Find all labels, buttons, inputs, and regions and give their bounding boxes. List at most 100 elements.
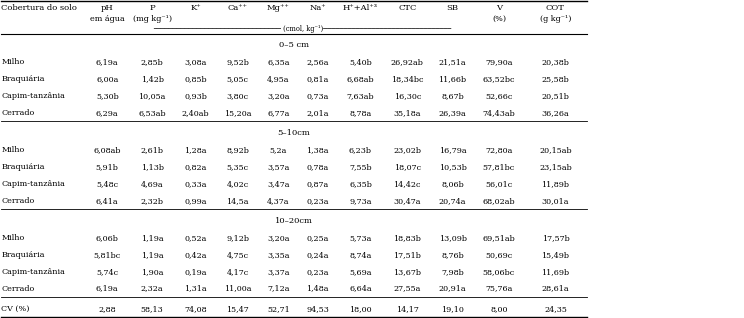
Text: 9,73a: 9,73a: [349, 197, 372, 205]
Text: 0,73a: 0,73a: [307, 92, 329, 100]
Text: V: V: [496, 4, 502, 12]
Text: 8,67b: 8,67b: [441, 92, 464, 100]
Text: 2,85b: 2,85b: [141, 58, 164, 66]
Text: 17,57b: 17,57b: [542, 234, 569, 242]
Text: 4,37a: 4,37a: [267, 197, 289, 205]
Text: 3,08a: 3,08a: [185, 58, 207, 66]
Text: 5,30b: 5,30b: [96, 92, 118, 100]
Text: 5,81bc: 5,81bc: [94, 251, 121, 259]
Text: 6,00a: 6,00a: [96, 75, 118, 83]
Text: 6,23b: 6,23b: [349, 146, 372, 154]
Text: (g kg⁻¹): (g kg⁻¹): [539, 15, 571, 23]
Text: 58,06bc: 58,06bc: [483, 268, 515, 276]
Text: 6,29a: 6,29a: [96, 109, 118, 117]
Text: 8,06b: 8,06b: [441, 180, 464, 188]
Text: Ca⁺⁺: Ca⁺⁺: [228, 4, 248, 12]
Text: 6,68ab: 6,68ab: [347, 75, 374, 83]
Text: Cobertura do solo: Cobertura do solo: [1, 4, 77, 12]
Text: 25,58b: 25,58b: [542, 75, 569, 83]
Text: 94,53: 94,53: [307, 305, 330, 313]
Text: 6,08ab: 6,08ab: [94, 146, 121, 154]
Text: 5,35c: 5,35c: [226, 163, 248, 171]
Text: 2,40ab: 2,40ab: [182, 109, 210, 117]
Text: 8,00: 8,00: [490, 305, 507, 313]
Text: Capim-tanzânia: Capim-tanzânia: [1, 92, 65, 100]
Text: 0,81a: 0,81a: [307, 75, 329, 83]
Text: COT: COT: [546, 4, 565, 12]
Text: K⁺: K⁺: [190, 4, 201, 12]
Text: 75,76a: 75,76a: [485, 285, 513, 293]
Text: 13,67b: 13,67b: [394, 268, 421, 276]
Text: em água: em água: [90, 15, 125, 23]
Text: 0,33a: 0,33a: [185, 180, 207, 188]
Text: Milho: Milho: [1, 234, 25, 242]
Text: Braquiária: Braquiária: [1, 163, 45, 171]
Text: 5,91b: 5,91b: [96, 163, 119, 171]
Text: 6,06b: 6,06b: [96, 234, 119, 242]
Text: 1,19a: 1,19a: [141, 234, 164, 242]
Text: 3,47a: 3,47a: [267, 180, 289, 188]
Text: 1,90a: 1,90a: [141, 268, 164, 276]
Text: 79,90a: 79,90a: [485, 58, 513, 66]
Text: 57,81bc: 57,81bc: [483, 163, 515, 171]
Text: 74,08: 74,08: [185, 305, 207, 313]
Text: 20,51b: 20,51b: [542, 92, 569, 100]
Text: 72,80a: 72,80a: [485, 146, 513, 154]
Text: 0,78a: 0,78a: [307, 163, 329, 171]
Text: (mg kg⁻¹): (mg kg⁻¹): [132, 15, 172, 23]
Text: 10,53b: 10,53b: [439, 163, 466, 171]
Text: 8,78a: 8,78a: [350, 109, 371, 117]
Text: 6,35a: 6,35a: [267, 58, 289, 66]
Text: 0,93b: 0,93b: [185, 92, 207, 100]
Text: 11,69b: 11,69b: [542, 268, 569, 276]
Text: 0,23a: 0,23a: [307, 197, 329, 205]
Text: 3,37a: 3,37a: [267, 268, 289, 276]
Text: P: P: [150, 4, 155, 12]
Text: H⁺+Al⁺³: H⁺+Al⁺³: [343, 4, 378, 12]
Text: 17,51b: 17,51b: [394, 251, 421, 259]
Text: 23,15ab: 23,15ab: [539, 163, 572, 171]
Text: Braquiária: Braquiária: [1, 75, 45, 83]
Text: 14,5a: 14,5a: [226, 197, 248, 205]
Text: 7,63ab: 7,63ab: [347, 92, 374, 100]
Text: 11,00a: 11,00a: [224, 285, 251, 293]
Text: pH: pH: [101, 4, 114, 12]
Text: 0,82a: 0,82a: [185, 163, 207, 171]
Text: 0,42a: 0,42a: [185, 251, 207, 259]
Text: 5,2a: 5,2a: [270, 146, 287, 154]
Text: 21,51a: 21,51a: [439, 58, 466, 66]
Text: CTC: CTC: [398, 4, 417, 12]
Text: 30,47a: 30,47a: [394, 197, 421, 205]
Text: 14,42c: 14,42c: [394, 180, 421, 188]
Text: 69,51ab: 69,51ab: [483, 234, 516, 242]
Text: 2,88: 2,88: [98, 305, 116, 313]
Text: 15,20a: 15,20a: [224, 109, 251, 117]
Text: 5,48c: 5,48c: [96, 180, 118, 188]
Text: 24,35: 24,35: [544, 305, 567, 313]
Text: 16,79a: 16,79a: [439, 146, 466, 154]
Text: 9,12b: 9,12b: [226, 234, 249, 242]
Text: 1,31a: 1,31a: [185, 285, 207, 293]
Text: 15,47: 15,47: [226, 305, 249, 313]
Text: 0,85b: 0,85b: [185, 75, 207, 83]
Text: 6,19a: 6,19a: [96, 58, 118, 66]
Text: 26,92ab: 26,92ab: [391, 58, 424, 66]
Text: 5,74c: 5,74c: [96, 268, 118, 276]
Text: 28,61a: 28,61a: [542, 285, 569, 293]
Text: (%): (%): [492, 15, 506, 23]
Text: 8,76b: 8,76b: [441, 251, 464, 259]
Text: 7,12a: 7,12a: [267, 285, 289, 293]
Text: 35,18a: 35,18a: [394, 109, 421, 117]
Text: 63,52bc: 63,52bc: [483, 75, 516, 83]
Text: 68,02ab: 68,02ab: [483, 197, 516, 205]
Text: Cerrado: Cerrado: [1, 109, 35, 117]
Text: 8,74a: 8,74a: [349, 251, 372, 259]
Text: Na⁺: Na⁺: [310, 4, 326, 12]
Text: Milho: Milho: [1, 146, 25, 154]
Text: 5,05c: 5,05c: [227, 75, 248, 83]
Text: 58,13: 58,13: [141, 305, 164, 313]
Text: 0,25a: 0,25a: [307, 234, 329, 242]
Text: 6,77a: 6,77a: [267, 109, 289, 117]
Text: 3,80c: 3,80c: [226, 92, 248, 100]
Text: 1,38a: 1,38a: [307, 146, 329, 154]
